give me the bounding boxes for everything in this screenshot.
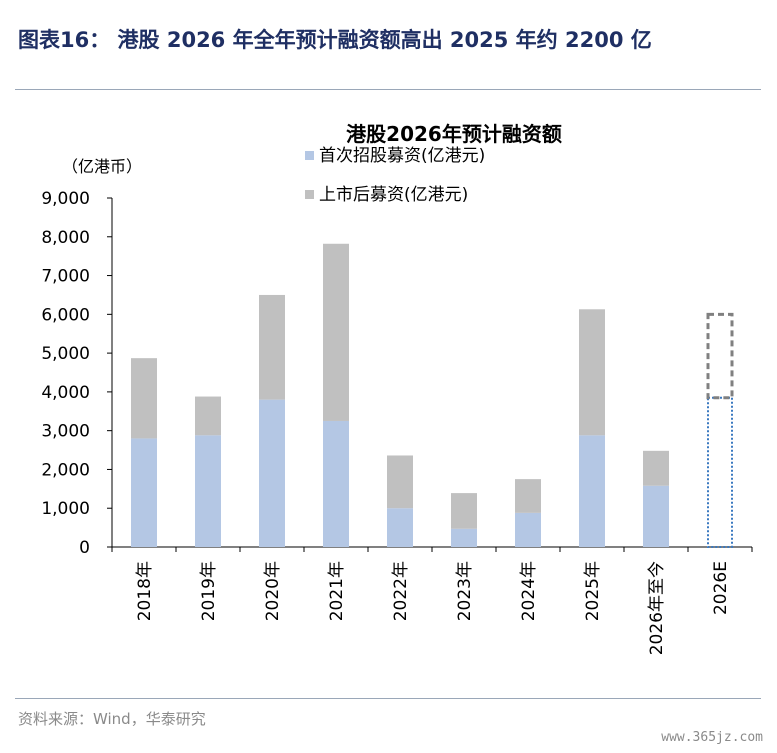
chart-title: 港股2026年预计融资额 (346, 122, 562, 146)
bar-2023年-s2 (451, 493, 477, 529)
bar-2021年-s1 (323, 420, 349, 547)
x-tick-label: 2026年至今 (647, 561, 667, 655)
x-tick-label: 2025年 (583, 561, 603, 621)
figure-title: 图表16： 港股 2026 年全年预计融资额高出 2025 年约 2200 亿 (18, 28, 652, 52)
bar-2019年-s1 (195, 435, 221, 547)
bar-2020年-s2 (259, 294, 285, 400)
y-tick-label: 8,000 (41, 228, 90, 248)
source-note: 资料来源：Wind，华泰研究 (18, 710, 206, 728)
y-tick-label: 9,000 (41, 189, 90, 209)
bar-2025年-s2 (579, 309, 605, 436)
legend-label-1: 首次招股募资(亿港元) (319, 146, 485, 166)
bar-2026E-s2 (706, 312, 734, 400)
x-tick-label: 2023年 (455, 561, 475, 621)
y-tick-label: 2,000 (41, 460, 90, 480)
x-tick-label: 2018年 (135, 561, 155, 621)
y-tick-label: 1,000 (41, 499, 90, 519)
bar-2023年-s1 (451, 528, 477, 547)
x-tick-label: 2020年 (263, 561, 283, 621)
y-tick-label: 4,000 (41, 383, 90, 403)
legend-swatch-1 (305, 151, 314, 160)
x-tick-label: 2024年 (519, 561, 539, 621)
y-tick-label: 5,000 (41, 344, 90, 364)
bar-2025年-s1 (579, 435, 605, 547)
top-divider (15, 89, 761, 90)
chart-canvas: 港股2026年预计融资额 （亿港币） 首次招股募资(亿港元) 上市后募资(亿港元) 0 1… (41, 122, 753, 655)
legend-swatch-2 (305, 190, 314, 199)
y-tick-label: 0 (79, 538, 90, 558)
y-tick-label: 7,000 (41, 267, 90, 287)
legend-label-2: 上市后募资(亿港元) (319, 185, 468, 205)
x-tick-label: 2021年 (327, 561, 347, 621)
bar-2026E-s1 (707, 396, 733, 549)
bar-2020年-s1 (259, 399, 285, 547)
bar-2024年-s2 (515, 479, 541, 513)
y-tick-label: 6,000 (41, 305, 90, 325)
bar-2026年至今-s1 (643, 485, 669, 547)
bar-2022年-s1 (387, 508, 413, 547)
x-tick-label: 2019年 (199, 561, 219, 621)
bottom-divider (15, 698, 761, 699)
x-tick-label: 2022年 (391, 561, 411, 621)
bar-2026年至今-s2 (643, 450, 669, 486)
bar-2021年-s2 (323, 243, 349, 421)
bar-2019年-s2 (195, 396, 221, 436)
bar-2022年-s2 (387, 455, 413, 509)
x-tick-label: 2026E (711, 561, 731, 615)
bar-2024年-s1 (515, 512, 541, 547)
bar-2018年-s1 (131, 438, 157, 547)
bar-2018年-s2 (131, 358, 157, 439)
y-tick-label: 3,000 (41, 422, 90, 442)
y-axis-unit: （亿港币） (62, 157, 142, 176)
watermark: www.365jz.com (661, 730, 763, 745)
